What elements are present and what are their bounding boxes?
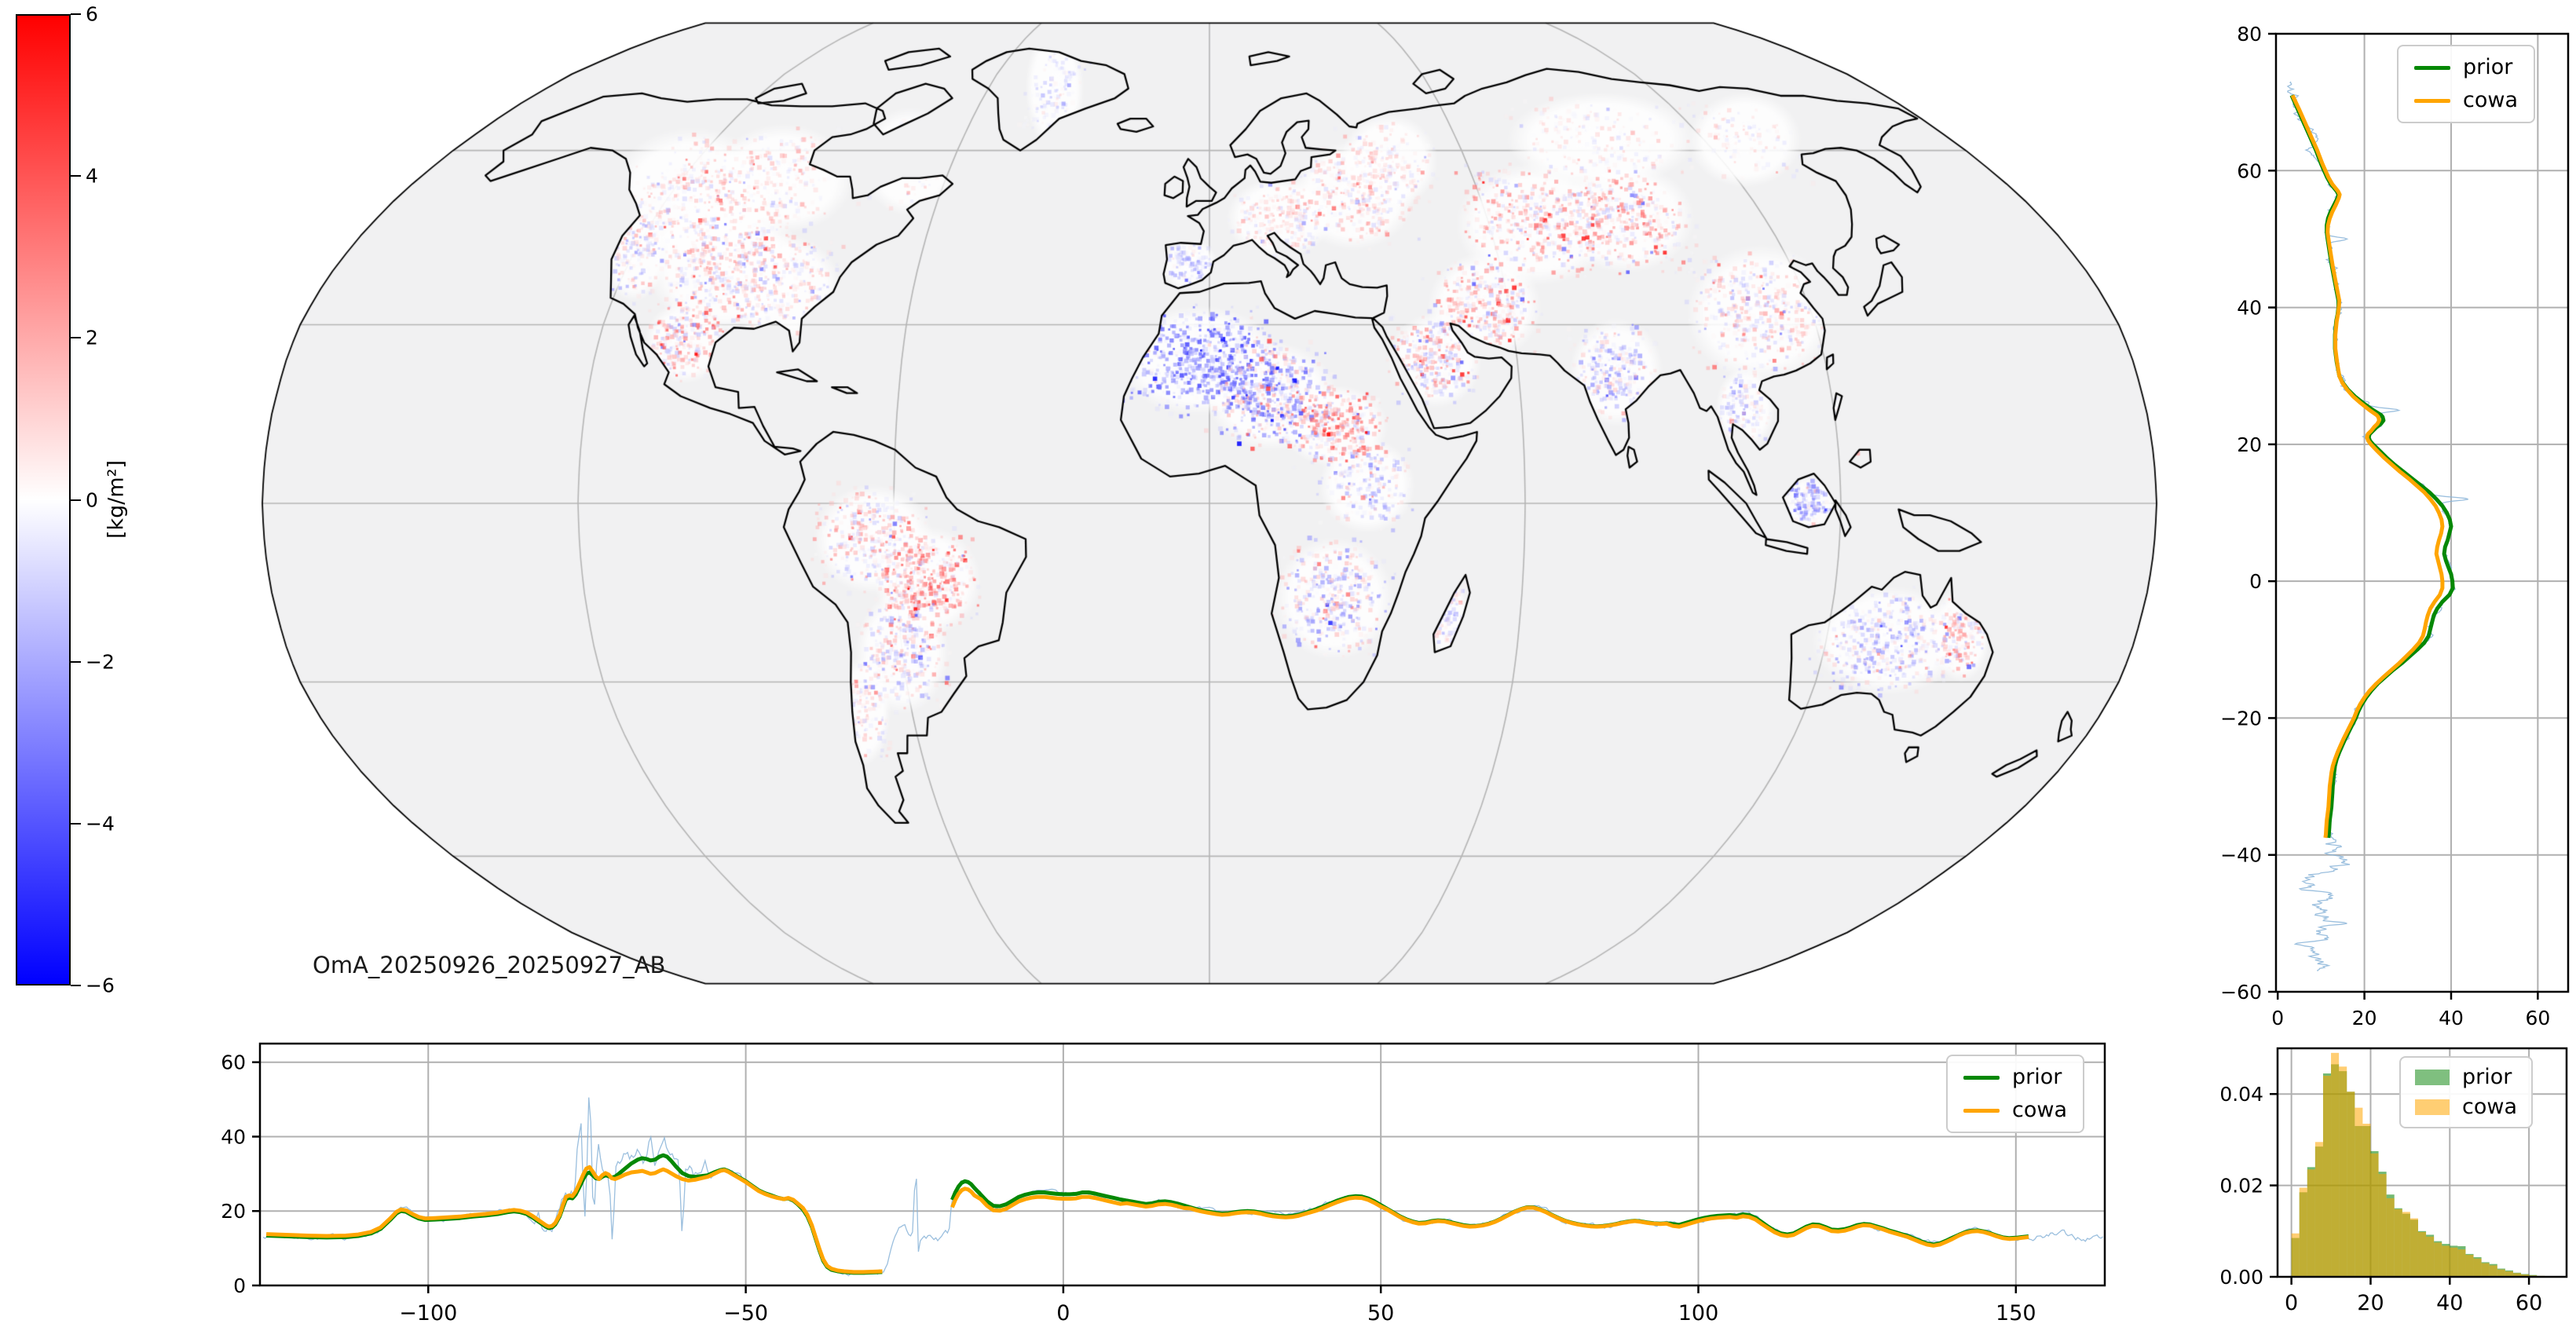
lon-xtick-label: −100 [399,1301,457,1326]
hist-bars-cowa [2291,1052,2545,1277]
lat-xtick-label: 20 [2352,1007,2377,1029]
hist-panel-frame [2276,1047,2568,1278]
lon-xtick-label: 100 [1678,1301,1719,1326]
lon-xtick-label: 50 [1367,1301,1394,1326]
colorbar-tick-label: −6 [86,974,115,997]
hist-ytick-label: 0.00 [2219,1266,2263,1289]
prior-line [950,1179,2029,1247]
map-annotation: OmA_20250926_20250927_AB [313,952,666,978]
cowa-line [950,1187,2029,1248]
colorbar-tick-label: −4 [86,812,115,836]
prior-line [2289,94,2455,839]
prior-line-swatch [2414,65,2450,70]
lat-panel-frame [2274,32,2570,993]
cowa-line [2290,94,2445,839]
lon-ytick-label: 0 [233,1274,246,1297]
lon-panel: 0 20 40 60 −100 −50 0 50 100 150 [221,1042,2106,1326]
colorbar-tick-label: 6 [86,2,98,26]
hist-xtick-label: 0 [2285,1291,2298,1315]
lat-xtick-label: 40 [2439,1007,2464,1029]
lat-xtick-label: 60 [2525,1007,2550,1029]
lon-xtick-label: −50 [723,1301,768,1326]
colorbar-tick [71,499,81,501]
legend-item-cowa: cowa [2415,1095,2517,1119]
prior-line-swatch [1963,1075,2000,1080]
lat-ytick-label: −20 [2220,707,2262,729]
lon-ytick-label: 60 [221,1051,246,1074]
cowa-line [266,1165,883,1274]
colorbar-tick [71,822,81,825]
colorbar-tick-label: 2 [86,326,98,349]
lat-ytick-label: 0 [2249,570,2262,593]
lon-ytick-label: 20 [221,1200,246,1223]
legend-item-cowa: cowa [1963,1099,2067,1122]
colorbar-tick [71,13,81,15]
hist-xtick-label: 40 [2436,1291,2463,1315]
lat-ytick-label: 60 [2237,159,2262,182]
prior-legend-label: prior [2012,1065,2062,1089]
cowa-line-swatch [2414,98,2450,103]
prior-legend-label: prior [2463,55,2513,79]
colorbar-tick [71,175,81,177]
hist-panel-legend: prior cowa [2399,1056,2533,1128]
cowa-legend-label: cowa [2463,88,2518,112]
colorbar-tick [71,660,81,663]
colorbar-tick-label: 0 [86,488,98,511]
cowa-legend-label: cowa [2462,1095,2517,1119]
prior-legend-label: prior [2462,1065,2512,1089]
colorbar-tick-label: 4 [86,164,98,188]
hist-panel: 0.00 0.02 0.04 0 20 40 60 [2219,1047,2568,1315]
hist-xtick-label: 60 [2516,1291,2542,1315]
legend-item-prior: prior [2415,1066,2517,1089]
obs-noise-line [262,1097,2103,1277]
colorbar-tick-label: −2 [86,650,115,674]
colorbar-tick [71,337,81,339]
lon-panel-legend: prior cowa [1946,1055,2084,1133]
lat-ytick-label: 20 [2237,433,2262,456]
prior-patch-swatch [2415,1070,2450,1085]
lon-ytick-label: 40 [221,1125,246,1148]
hist-ytick-label: 0.04 [2219,1083,2263,1106]
hist-ytick-label: 0.02 [2219,1175,2263,1198]
lon-panel-frame [258,1042,2106,1287]
colorbar-gradient [16,14,71,985]
lat-panel-legend: prior cowa [2397,45,2535,123]
lon-xtick-label: 150 [1996,1301,2036,1326]
world-map-canvas [259,8,2160,999]
cowa-legend-label: cowa [2012,1098,2067,1122]
legend-item-prior: prior [1963,1066,2067,1089]
lat-ytick-label: −60 [2220,981,2262,1004]
hist-xtick-label: 20 [2357,1291,2384,1315]
lat-panel: 80 60 40 20 0 −20 −40 −60 0 20 40 60 [2220,23,2570,1029]
lat-ytick-label: −40 [2220,844,2262,867]
colorbar-tick [71,985,81,986]
cowa-patch-swatch [2415,1099,2450,1115]
prior-line [266,1153,883,1275]
cowa-line-swatch [1963,1108,2000,1113]
lat-ytick-label: 40 [2237,297,2262,320]
lon-xtick-label: 0 [1056,1301,1070,1326]
lat-xtick-label: 0 [2271,1007,2284,1029]
legend-item-prior: prior [2414,56,2518,79]
lat-ytick-label: 80 [2237,23,2262,46]
legend-item-cowa: cowa [2414,89,2518,112]
